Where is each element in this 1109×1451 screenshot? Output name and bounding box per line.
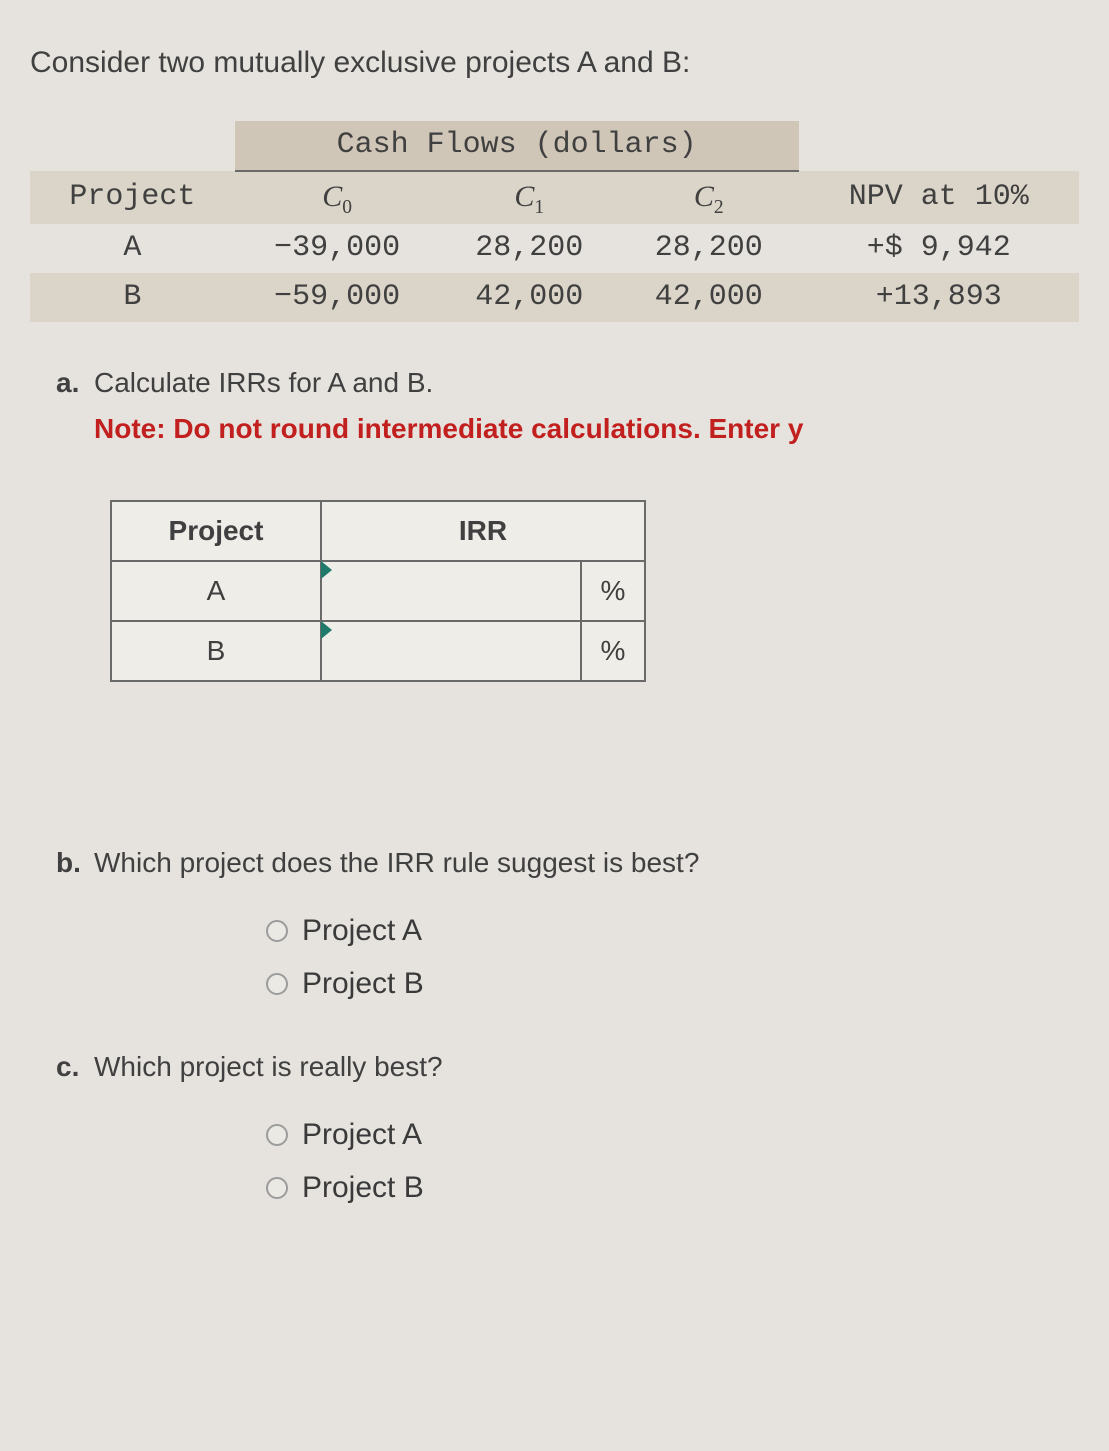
- table-row: −39,000: [235, 224, 440, 273]
- col-npv: NPV at 10%: [799, 171, 1080, 224]
- cashflow-header: Cash Flows (dollars): [235, 121, 799, 171]
- irr-b-input[interactable]: [321, 621, 581, 681]
- cashflow-table: Cash Flows (dollars) Project C0 C1 C2 NP…: [30, 121, 1079, 322]
- radio-icon: [266, 973, 288, 995]
- irr-input-table: Project IRR A % B %: [110, 500, 646, 682]
- table-row: B: [30, 273, 235, 322]
- caret-icon: [321, 621, 332, 639]
- question-b: b. Which project does the IRR rule sugge…: [56, 842, 1079, 1006]
- table-row: 42,000: [619, 273, 799, 322]
- question-a-text: Calculate IRRs for A and B.: [94, 362, 1079, 404]
- table-row: A: [30, 224, 235, 273]
- irr-unit: %: [581, 621, 645, 681]
- question-c-text: Which project is really best?: [94, 1046, 1079, 1088]
- table-row: +$ 9,942: [799, 224, 1080, 273]
- irr-col-irr: IRR: [321, 501, 645, 561]
- radio-option-project-b[interactable]: Project B: [266, 1165, 1079, 1210]
- intro-text: Consider two mutually exclusive projects…: [30, 40, 1079, 85]
- irr-row-label: B: [111, 621, 321, 681]
- radio-option-project-a[interactable]: Project A: [266, 908, 1079, 953]
- col-c2: C2: [619, 171, 799, 224]
- table-row: 28,200: [440, 224, 620, 273]
- irr-a-input[interactable]: [321, 561, 581, 621]
- irr-row-label: A: [111, 561, 321, 621]
- table-row: −59,000: [235, 273, 440, 322]
- table-row: 28,200: [619, 224, 799, 273]
- question-c-letter: c.: [56, 1046, 94, 1088]
- radio-label: Project B: [302, 1165, 424, 1210]
- irr-col-project: Project: [111, 501, 321, 561]
- col-c0: C0: [235, 171, 440, 224]
- radio-icon: [266, 1177, 288, 1199]
- radio-option-project-a[interactable]: Project A: [266, 1112, 1079, 1157]
- col-c1: C1: [440, 171, 620, 224]
- table-row: +13,893: [799, 273, 1080, 322]
- radio-icon: [266, 1124, 288, 1146]
- question-a: a. Calculate IRRs for A and B. Note: Do …: [56, 362, 1079, 450]
- question-c: c. Which project is really best? Project…: [56, 1046, 1079, 1210]
- radio-icon: [266, 920, 288, 942]
- question-b-letter: b.: [56, 842, 94, 884]
- question-a-letter: a.: [56, 362, 94, 404]
- caret-icon: [321, 561, 332, 579]
- radio-label: Project A: [302, 1112, 422, 1157]
- radio-label: Project A: [302, 908, 422, 953]
- question-a-note: Note: Do not round intermediate calculat…: [94, 408, 1079, 450]
- table-row: 42,000: [440, 273, 620, 322]
- irr-unit: %: [581, 561, 645, 621]
- question-b-text: Which project does the IRR rule suggest …: [94, 842, 1079, 884]
- col-project: Project: [30, 171, 235, 224]
- radio-label: Project B: [302, 961, 424, 1006]
- radio-option-project-b[interactable]: Project B: [266, 961, 1079, 1006]
